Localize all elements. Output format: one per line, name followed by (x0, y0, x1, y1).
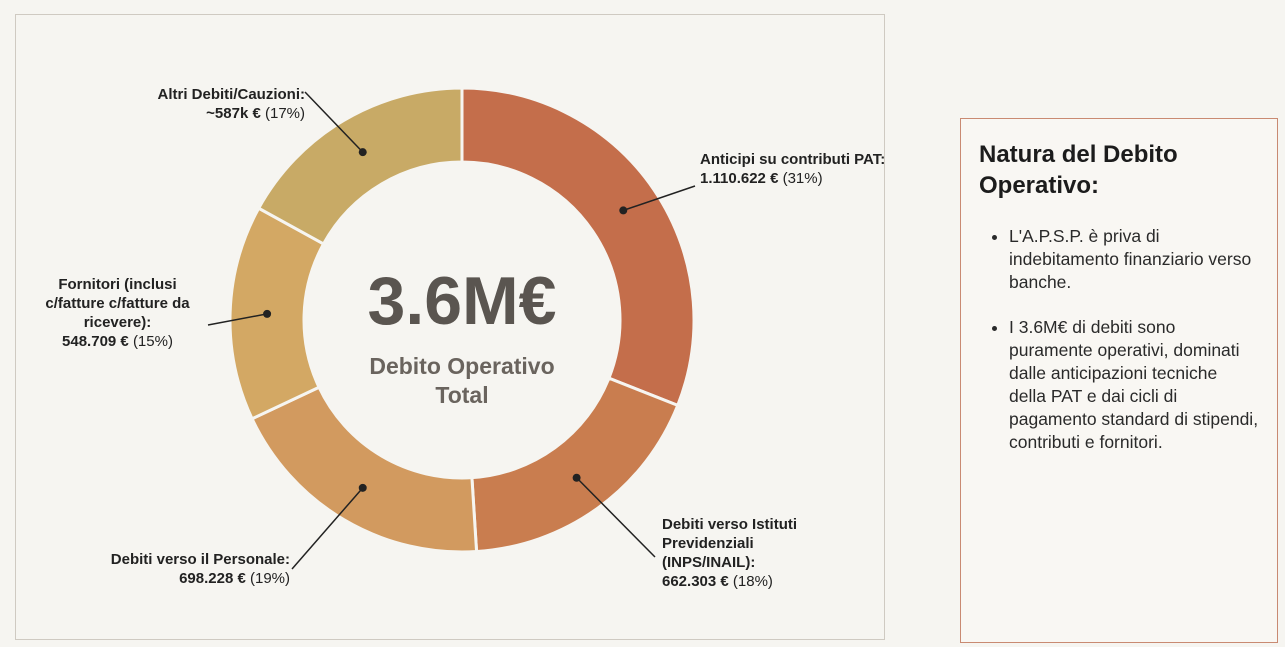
leader-dot (572, 473, 581, 482)
leader-line (623, 185, 696, 212)
center-value: 3.6M€ (367, 263, 557, 339)
donut-slice (250, 385, 479, 554)
bullet: L'A.P.S.P. è priva di indebitamento fina… (1009, 225, 1259, 294)
leader-dot (358, 483, 367, 492)
donut-slice (228, 206, 326, 421)
leader-line (207, 313, 268, 326)
amount: 662.303 € (662, 573, 729, 590)
category-name: Debiti verso il Personale: (110, 551, 290, 568)
leader-line (291, 487, 364, 570)
category-name: Fornitori (inclusi c/fatture c/fatture d… (45, 276, 190, 331)
info-panel: Natura del Debito Operativo: L'A.P.S.P. … (960, 118, 1278, 643)
chart (207, 86, 696, 570)
slice-label: Altri Debiti/Cauzioni: ~587k € (17%) (60, 85, 306, 123)
donut-slice (460, 86, 696, 408)
slice-label: Fornitori (inclusi c/fatture c/fatture d… (30, 275, 205, 351)
amount: ~587k € (206, 105, 261, 122)
panel-title: Natura del Debito Operativo: (979, 141, 1178, 199)
bullet-list: L'A.P.S.P. è priva di indebitamento fina… (979, 225, 1259, 454)
bullet: I 3.6M€ di debiti sono puramente operati… (1009, 316, 1259, 454)
amount: 1.110.622 € (700, 170, 779, 187)
leader-line (576, 477, 656, 558)
category-name: Anticipi su contributi PAT: (700, 151, 886, 168)
percent-label: (17%) (264, 105, 305, 122)
percent-label: (18%) (732, 573, 773, 590)
leader-dot (619, 206, 628, 215)
donut-slice (256, 86, 464, 246)
percent-label: (31%) (782, 170, 823, 187)
amount: 698.228 € (179, 570, 246, 587)
percent-label: (15%) (132, 333, 173, 350)
center-label: Debito Operativo Total (369, 353, 555, 408)
amount: 548.709 € (62, 333, 129, 350)
category-name: Debiti verso Istituti Previdenziali (INP… (662, 516, 798, 571)
category-name: Altri Debiti/Cauzioni: (157, 86, 306, 103)
slice-label: Debiti verso il Personale: 698.228 € (19%… (40, 550, 290, 588)
chart-panel (15, 14, 885, 640)
leader-dot (263, 309, 272, 318)
slice-label: Anticipi su contributi PAT: 1.110.622 € (… (700, 150, 890, 188)
percent-label: (19%) (249, 570, 290, 587)
leader-line (304, 91, 364, 153)
slice-label: Debiti verso Istituti Previdenziali (INP… (662, 515, 842, 591)
leader-dot (358, 148, 367, 157)
